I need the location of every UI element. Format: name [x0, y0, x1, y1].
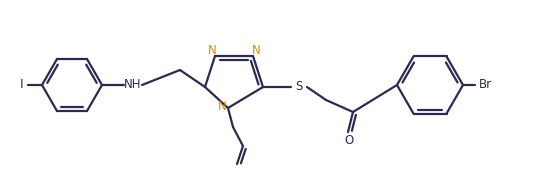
- Text: S: S: [295, 80, 302, 94]
- Text: I: I: [20, 78, 24, 92]
- Text: N: N: [208, 45, 216, 58]
- Text: N: N: [217, 100, 226, 112]
- Text: N: N: [252, 45, 261, 58]
- Text: Br: Br: [479, 78, 492, 92]
- Text: O: O: [344, 134, 354, 147]
- Text: NH: NH: [124, 78, 142, 92]
